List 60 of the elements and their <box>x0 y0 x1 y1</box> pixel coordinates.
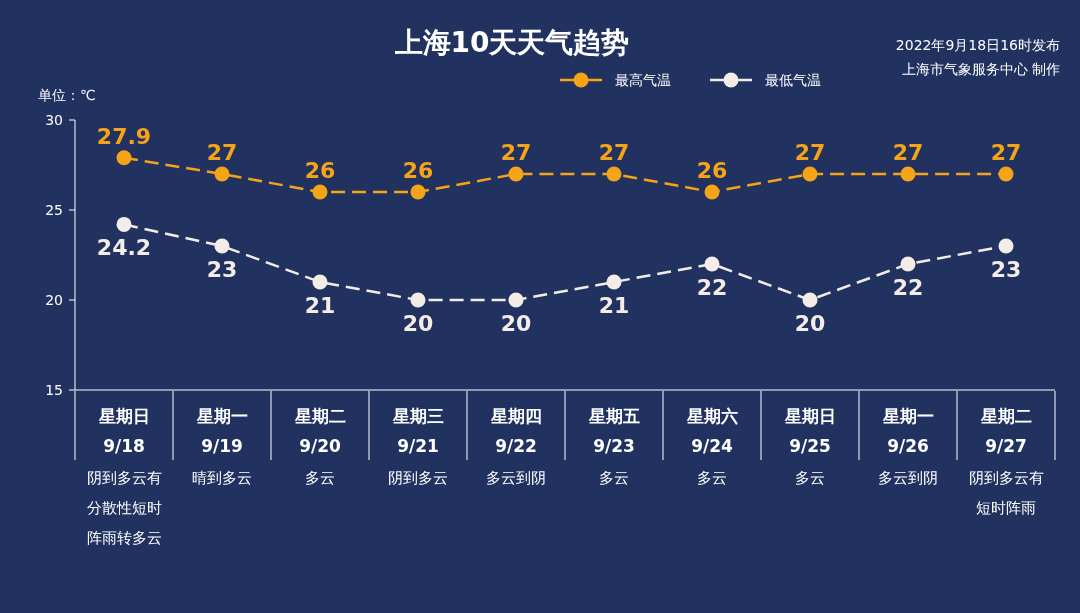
data-label: 23 <box>990 257 1022 282</box>
point <box>312 274 328 290</box>
x-tick-label: 星期六 9/24 多云 <box>685 406 738 487</box>
x-tick-label: 星期日 9/18 阴到多云有分散性短时阵雨转多云 <box>86 406 162 547</box>
data-label: 26 <box>304 158 336 183</box>
data-label: 27 <box>206 140 238 165</box>
data-label: 24.2 <box>96 235 152 261</box>
point <box>312 184 328 200</box>
x-tick-label: 星期日 9/25 多云 <box>783 406 836 487</box>
point <box>214 166 230 182</box>
data-label: 20 <box>794 311 826 336</box>
data-label: 21 <box>598 293 630 318</box>
title: 上海10天天气趋势 <box>394 26 630 59</box>
point <box>704 184 720 200</box>
x-tick-label: 星期二 9/20 多云 <box>293 406 346 487</box>
legend-label: 最低气温 <box>765 72 821 88</box>
data-label: 20 <box>500 311 532 336</box>
text: 上海市气象服务中心 制作 <box>901 61 1060 77</box>
point <box>802 166 818 182</box>
point <box>508 166 524 182</box>
point <box>704 256 720 272</box>
data-label: 22 <box>892 275 924 300</box>
point <box>998 238 1014 254</box>
data-label: 20 <box>402 311 434 336</box>
data-label: 27.9 <box>96 123 152 149</box>
text: 2022年9月18日16时发布 <box>895 37 1060 53</box>
data-label: 26 <box>402 158 434 183</box>
point <box>998 166 1014 182</box>
point <box>410 184 426 200</box>
x-tick-label: 星期一 9/19 晴到多云 <box>192 406 252 487</box>
data-label: 26 <box>696 158 728 183</box>
point <box>116 150 132 166</box>
x-tick-label: 星期三 9/21 阴到多云 <box>388 406 448 487</box>
data-label: 27 <box>794 140 826 165</box>
point <box>606 274 622 290</box>
point <box>802 292 818 308</box>
x-tick-label: 星期五 9/23 多云 <box>587 406 640 487</box>
point <box>116 216 132 232</box>
data-label: 22 <box>696 275 728 300</box>
y-tick-label: 25 <box>45 202 63 218</box>
legend-label: 最高气温 <box>615 72 671 88</box>
data-label: 27 <box>892 140 924 165</box>
y-tick-label: 15 <box>45 382 63 398</box>
point <box>508 292 524 308</box>
x-tick-label: 星期二 9/27 阴到多云有短时阵雨 <box>968 406 1044 517</box>
data-label: 21 <box>304 293 336 318</box>
y-axis-title: 单位：℃ <box>38 87 96 103</box>
data-label: 27 <box>500 140 532 165</box>
point <box>900 256 916 272</box>
data-label: 23 <box>206 257 238 282</box>
data-label: 27 <box>990 140 1022 165</box>
point <box>900 166 916 182</box>
x-tick-label: 星期四 9/22 多云到阴 <box>486 406 546 487</box>
x-tick-label: 星期一 9/26 多云到阴 <box>878 406 938 487</box>
point <box>214 238 230 254</box>
point <box>606 166 622 182</box>
point <box>410 292 426 308</box>
data-label: 27 <box>598 140 630 165</box>
y-tick-label: 20 <box>45 292 63 308</box>
y-tick-label: 30 <box>45 112 63 128</box>
